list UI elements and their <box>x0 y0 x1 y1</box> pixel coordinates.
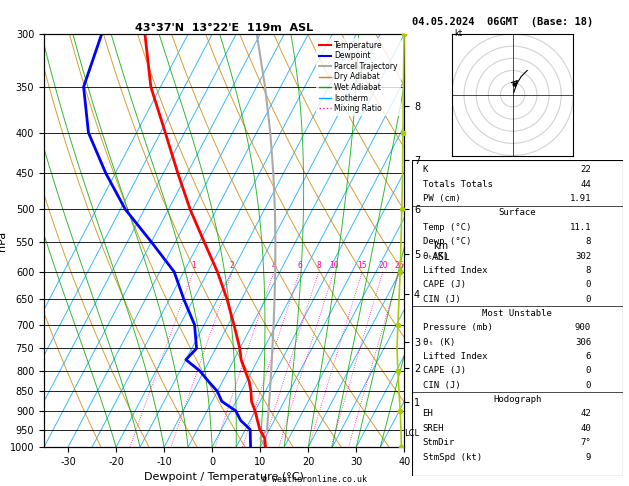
Text: 0: 0 <box>586 280 591 289</box>
Text: LCL: LCL <box>404 429 420 437</box>
Text: 6: 6 <box>586 352 591 361</box>
Text: 4: 4 <box>271 261 276 270</box>
Text: 306: 306 <box>575 338 591 347</box>
X-axis label: Dewpoint / Temperature (°C): Dewpoint / Temperature (°C) <box>144 472 304 483</box>
Text: 20: 20 <box>378 261 387 270</box>
Text: 44: 44 <box>581 180 591 189</box>
Text: 900: 900 <box>575 323 591 332</box>
Text: © weatheronline.co.uk: © weatheronline.co.uk <box>262 474 367 484</box>
Text: Lifted Index: Lifted Index <box>423 266 487 275</box>
Text: Lifted Index: Lifted Index <box>423 352 487 361</box>
Text: 9: 9 <box>586 452 591 462</box>
Text: Most Unstable: Most Unstable <box>482 309 552 318</box>
Text: 1.91: 1.91 <box>570 194 591 203</box>
Text: 0: 0 <box>586 381 591 390</box>
Text: 302: 302 <box>575 252 591 260</box>
Y-axis label: hPa: hPa <box>0 230 7 251</box>
Text: StmSpd (kt): StmSpd (kt) <box>423 452 482 462</box>
Text: 10: 10 <box>329 261 338 270</box>
Text: Surface: Surface <box>499 208 536 217</box>
Text: Dewp (°C): Dewp (°C) <box>423 237 471 246</box>
Text: 22: 22 <box>581 165 591 174</box>
Text: 2: 2 <box>230 261 235 270</box>
Text: EH: EH <box>423 410 433 418</box>
Text: CIN (J): CIN (J) <box>423 295 460 304</box>
Text: kt: kt <box>454 30 462 38</box>
Text: 11.1: 11.1 <box>570 223 591 232</box>
Text: StmDir: StmDir <box>423 438 455 447</box>
Text: 40: 40 <box>581 424 591 433</box>
Y-axis label: km
ASL: km ASL <box>432 241 450 262</box>
Text: SREH: SREH <box>423 424 444 433</box>
Text: CIN (J): CIN (J) <box>423 381 460 390</box>
Text: 25: 25 <box>394 261 404 270</box>
Text: K: K <box>423 165 428 174</box>
Text: 1: 1 <box>191 261 196 270</box>
Text: θₜ(K): θₜ(K) <box>423 252 449 260</box>
Text: Hodograph: Hodograph <box>493 395 542 404</box>
Text: Temp (°C): Temp (°C) <box>423 223 471 232</box>
Legend: Temperature, Dewpoint, Parcel Trajectory, Dry Adiabat, Wet Adiabat, Isotherm, Mi: Temperature, Dewpoint, Parcel Trajectory… <box>316 38 401 116</box>
Text: 7°: 7° <box>581 438 591 447</box>
Text: 8: 8 <box>586 266 591 275</box>
Text: CAPE (J): CAPE (J) <box>423 366 465 375</box>
Text: Pressure (mb): Pressure (mb) <box>423 323 493 332</box>
Text: 8: 8 <box>586 237 591 246</box>
Text: 8: 8 <box>316 261 321 270</box>
Text: 0: 0 <box>586 295 591 304</box>
Text: PW (cm): PW (cm) <box>423 194 460 203</box>
Title: 43°37'N  13°22'E  119m  ASL: 43°37'N 13°22'E 119m ASL <box>135 23 313 33</box>
Text: θₜ (K): θₜ (K) <box>423 338 455 347</box>
Text: 42: 42 <box>581 410 591 418</box>
Text: 15: 15 <box>357 261 367 270</box>
Text: Totals Totals: Totals Totals <box>423 180 493 189</box>
Text: 6: 6 <box>298 261 302 270</box>
Text: 04.05.2024  06GMT  (Base: 18): 04.05.2024 06GMT (Base: 18) <box>412 17 593 27</box>
Text: 0: 0 <box>586 366 591 375</box>
Text: CAPE (J): CAPE (J) <box>423 280 465 289</box>
